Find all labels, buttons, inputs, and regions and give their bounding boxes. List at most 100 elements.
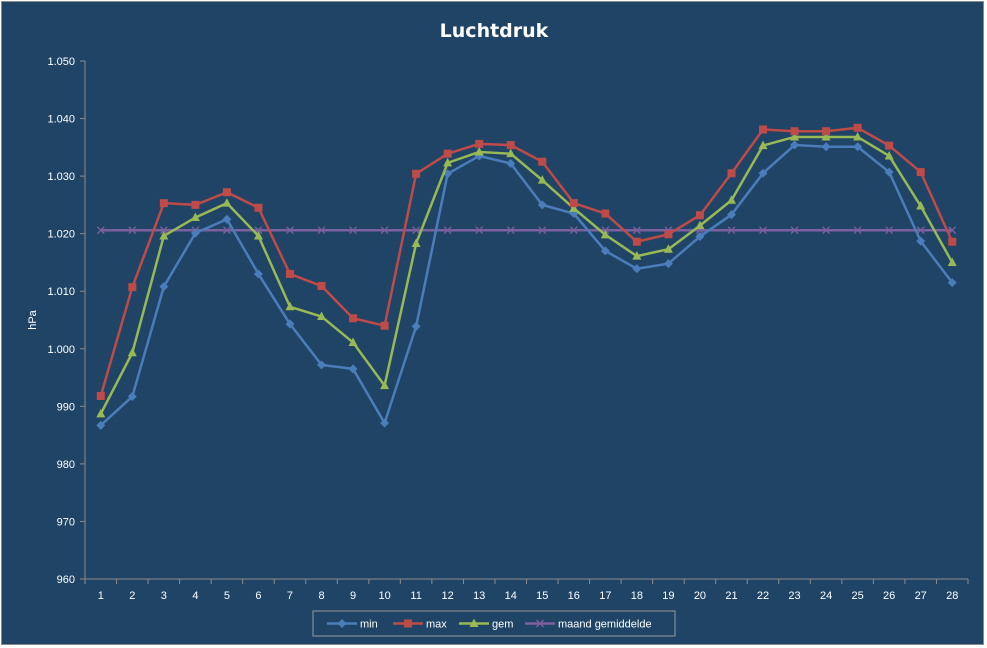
data-point-maand-gemiddelde bbox=[727, 226, 736, 235]
data-point-max bbox=[948, 237, 957, 246]
data-point-maand-gemiddelde bbox=[222, 226, 231, 235]
data-point-maand-gemiddelde bbox=[885, 226, 894, 235]
data-point-max bbox=[191, 200, 200, 209]
data-point-max bbox=[222, 188, 231, 197]
data-point-gem bbox=[317, 311, 327, 321]
data-point-gem bbox=[96, 408, 106, 418]
x-tick-label: 8 bbox=[318, 590, 324, 602]
data-point-min bbox=[190, 228, 200, 238]
x-tick-label: 15 bbox=[536, 590, 548, 602]
data-point-maand-gemiddelde bbox=[506, 226, 515, 235]
x-tick-label: 22 bbox=[757, 590, 769, 602]
data-point-gem bbox=[253, 230, 263, 240]
x-tick-label: 5 bbox=[224, 590, 230, 602]
data-point-min bbox=[317, 360, 327, 370]
y-tick-label: 1.010 bbox=[47, 286, 75, 298]
data-point-gem bbox=[222, 198, 232, 207]
data-point-max bbox=[475, 139, 484, 148]
x-tick-label: 4 bbox=[192, 590, 198, 602]
data-point-min bbox=[790, 140, 800, 150]
legend-item-max: max bbox=[393, 619, 447, 631]
data-point-maand-gemiddelde bbox=[948, 226, 957, 235]
y-tick-label: 1.030 bbox=[47, 171, 75, 183]
data-point-maand-gemiddelde bbox=[475, 226, 484, 235]
data-point-max bbox=[412, 169, 421, 178]
y-tick-label: 980 bbox=[57, 459, 75, 471]
data-point-maand-gemiddelde bbox=[443, 226, 452, 235]
data-point-maand-gemiddelde bbox=[317, 226, 326, 235]
data-point-gem bbox=[537, 175, 547, 184]
data-point-min bbox=[695, 232, 705, 242]
series-gem bbox=[96, 131, 957, 418]
data-point-gem bbox=[348, 337, 358, 346]
data-point-gem bbox=[916, 201, 926, 210]
data-point-gem bbox=[443, 157, 453, 167]
data-point-min bbox=[632, 264, 642, 274]
data-point-maand-gemiddelde bbox=[380, 226, 389, 235]
legend-swatch-marker bbox=[469, 618, 479, 627]
x-tick-label: 9 bbox=[350, 590, 356, 602]
data-point-max bbox=[601, 209, 610, 218]
y-tick-label: 1.050 bbox=[47, 56, 75, 68]
data-point-min bbox=[821, 142, 831, 152]
x-tick-labels: 1 2 3 4 5 6 7 8 9 10 11 12 13 14 15 16 17 18 19 20 21 22 23 24 2… bbox=[98, 590, 959, 602]
data-point-max bbox=[285, 269, 294, 278]
data-point-max bbox=[506, 141, 515, 150]
data-point-min bbox=[380, 418, 390, 428]
x-tick-label: 19 bbox=[662, 590, 674, 602]
legend: min max gem maand gemiddelde bbox=[312, 610, 676, 637]
y-tick-label: 960 bbox=[57, 574, 75, 586]
data-point-max bbox=[254, 203, 263, 212]
data-point-max bbox=[664, 230, 673, 239]
data-point-maand-gemiddelde bbox=[412, 226, 421, 235]
data-point-max bbox=[632, 237, 641, 246]
data-point-gem bbox=[411, 238, 421, 247]
x-tick-label: 25 bbox=[852, 590, 864, 602]
data-point-gem bbox=[506, 148, 516, 158]
data-point-min bbox=[726, 210, 736, 220]
y-tick-label: 1.000 bbox=[47, 344, 75, 356]
legend-swatch-marker bbox=[536, 619, 544, 628]
data-point-max bbox=[349, 314, 358, 323]
data-point-maand-gemiddelde bbox=[759, 226, 767, 235]
data-point-max bbox=[759, 125, 768, 134]
series-maand-gemiddelde bbox=[96, 226, 957, 235]
y-tick-label: 1.040 bbox=[47, 114, 75, 126]
data-point-max bbox=[822, 127, 831, 136]
data-point-maand-gemiddelde bbox=[853, 226, 862, 235]
x-tick-label: 16 bbox=[568, 590, 580, 602]
data-point-maand-gemiddelde bbox=[632, 226, 641, 235]
data-point-min bbox=[506, 158, 516, 168]
data-point-maand-gemiddelde bbox=[822, 226, 831, 235]
series-min bbox=[96, 140, 957, 430]
data-point-gem bbox=[600, 229, 610, 239]
data-point-min bbox=[348, 364, 358, 374]
data-point-maand-gemiddelde bbox=[349, 226, 358, 235]
x-tick-label: 14 bbox=[505, 590, 517, 602]
x-tick-label: 21 bbox=[725, 590, 737, 602]
legend-swatch-marker bbox=[337, 619, 347, 628]
data-point-max bbox=[380, 321, 389, 330]
data-point-max bbox=[569, 199, 578, 208]
data-point-max bbox=[727, 169, 736, 178]
data-point-maand-gemiddelde bbox=[159, 226, 168, 235]
legend-label: min bbox=[360, 619, 378, 631]
x-tick-label: 28 bbox=[946, 590, 958, 602]
data-point-min bbox=[411, 321, 421, 331]
data-point-gem bbox=[632, 251, 642, 260]
data-point-gem bbox=[663, 244, 673, 253]
data-point-gem bbox=[380, 380, 390, 390]
y-tick-labels: 960 970 980 990 1.000 1.010 1.020 1.030 1.040 1.0… bbox=[47, 56, 75, 586]
data-point-maand-gemiddelde bbox=[916, 226, 925, 235]
data-point-gem bbox=[947, 257, 957, 266]
x-tick-label: 27 bbox=[915, 590, 927, 602]
x-tick-label: 20 bbox=[694, 590, 706, 602]
data-point-min bbox=[916, 236, 926, 246]
legend-item-maand-gemiddelde: maand gemiddelde bbox=[525, 619, 652, 631]
data-point-maand-gemiddelde bbox=[96, 226, 105, 235]
data-point-max bbox=[790, 127, 799, 136]
legend-label: gem bbox=[492, 619, 513, 631]
data-point-min bbox=[253, 269, 263, 279]
